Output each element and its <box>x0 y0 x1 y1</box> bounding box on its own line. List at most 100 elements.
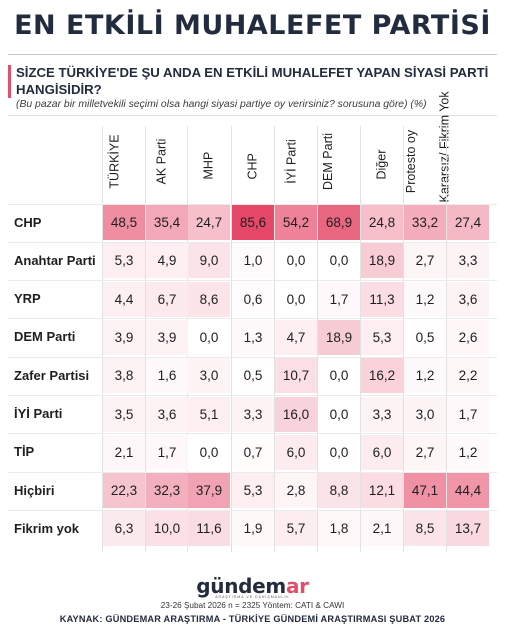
heatmap-cell: 44,4 <box>447 473 489 509</box>
heatmap-cell: 37,9 <box>188 473 230 509</box>
chart-title: EN ETKİLİ MUHALEFET PARTİSİ <box>14 10 491 41</box>
heatmap-cell: 6,0 <box>275 434 317 470</box>
logo-accent-text: ar <box>285 574 309 598</box>
grid-line-vertical <box>446 126 447 552</box>
heatmap-cell: 0,0 <box>318 243 360 279</box>
heatmap-cell: 0,0 <box>275 243 317 279</box>
column-header: AK Parti <box>149 120 185 202</box>
heatmap-cell: 2,1 <box>103 434 145 470</box>
grid-line-horizontal <box>8 203 497 205</box>
heatmap-cell: 1,2 <box>447 434 489 470</box>
grid-line-vertical <box>274 126 275 552</box>
column-header: DEM Parti <box>321 120 357 202</box>
heatmap-cell: 6,3 <box>103 511 145 547</box>
row-label: Hiçbiri <box>14 482 55 498</box>
grid-line-vertical <box>317 126 318 552</box>
column-header-label: Protesto oy <box>403 129 418 193</box>
heatmap-cell: 11,3 <box>361 281 403 317</box>
heatmap-cell: 2,6 <box>447 319 489 355</box>
heatmap-cell: 10,0 <box>146 511 188 547</box>
heatmap-cell: 5,3 <box>103 243 145 279</box>
heatmap-cell: 54,2 <box>275 205 317 240</box>
heatmap-cell: 2,8 <box>275 473 317 509</box>
column-header: Kararsız/ Fikrim Yok <box>438 91 486 202</box>
heatmap-cell: 3,0 <box>404 396 446 432</box>
heatmap-cell: 11,6 <box>188 511 230 547</box>
heatmap-cell: 0,5 <box>404 319 446 355</box>
column-header: MHP <box>191 120 227 202</box>
column-header-label: İYİ Parti <box>284 138 299 184</box>
heatmap-cell: 3,3 <box>232 396 274 432</box>
heatmap-cell: 4,9 <box>146 243 188 279</box>
row-label: DEM Parti <box>14 329 76 345</box>
heatmap-cell: 6,7 <box>146 281 188 317</box>
source-note: KAYNAK: GÜNDEMAR ARAŞTIRMA - TÜRKİYE GÜN… <box>59 614 446 624</box>
heatmap-cell: 5,1 <box>188 396 230 432</box>
heatmap-cell: 10,7 <box>275 358 317 394</box>
heatmap-cell: 0,5 <box>232 358 274 394</box>
heatmap-cell: 0,7 <box>232 434 274 470</box>
heatmap-cell: 1,9 <box>232 511 274 547</box>
column-header: CHP <box>235 120 271 202</box>
logo-tagline: ARAŞTIRMA VE DANIŞMANLIK <box>215 595 290 599</box>
heatmap-cell: 12,1 <box>361 473 403 509</box>
heatmap-cell: 0,0 <box>318 396 360 432</box>
heatmap-cell: 6,0 <box>361 434 403 470</box>
column-header-label: Kararsız/ Fikrim Yok <box>437 90 452 202</box>
heatmap-cell: 1,0 <box>232 243 274 279</box>
heatmap-cell: 1,7 <box>447 396 489 432</box>
column-header-label: DEM Parti <box>321 132 336 190</box>
column-header-label: MHP <box>201 151 216 179</box>
heatmap-cell: 4,7 <box>275 319 317 355</box>
row-label: CHP <box>14 214 42 230</box>
heatmap-cell: 48,5 <box>103 205 145 240</box>
heatmap-cell: 1,7 <box>318 281 360 317</box>
heatmap-cell: 3,9 <box>146 319 188 355</box>
column-header-label: Diğer <box>374 149 389 179</box>
survey-meta: 23-26 Şubat 2026 n = 2325 Yöntem: CATI &… <box>160 601 345 610</box>
heatmap-cell: 3,6 <box>447 281 489 317</box>
column-header: İYİ Parti <box>278 120 314 202</box>
heatmap-cell: 1,2 <box>404 281 446 317</box>
heatmap-cell: 3,5 <box>103 396 145 432</box>
heatmap-cell: 5,3 <box>361 319 403 355</box>
heatmap-cell: 3,9 <box>103 319 145 355</box>
row-label: YRP <box>14 291 41 307</box>
heatmap-cell: 4,4 <box>103 281 145 317</box>
column-header: TÜRKİYE <box>106 120 142 202</box>
question-divider <box>8 115 497 116</box>
heatmap-cell: 3,6 <box>146 396 188 432</box>
heatmap-cell: 5,3 <box>232 473 274 509</box>
row-label: Zafer Partisi <box>14 367 90 383</box>
heatmap-cell: 1,8 <box>318 511 360 547</box>
heatmap-cell: 24,8 <box>361 205 403 240</box>
column-header-label: TÜRKİYE <box>107 133 122 189</box>
grid-line-horizontal <box>8 471 497 473</box>
heatmap-cell: 18,9 <box>318 319 360 355</box>
grid-line-horizontal <box>8 433 497 435</box>
heatmap-cell: 8,6 <box>188 281 230 317</box>
heatmap-cell: 8,5 <box>404 511 446 547</box>
heatmap-cell: 24,7 <box>188 205 230 240</box>
heatmap-cell: 47,1 <box>404 473 446 509</box>
heatmap-cell: 1,2 <box>404 358 446 394</box>
heatmap-cell: 3,3 <box>447 243 489 279</box>
logo-main-text: gündem <box>196 574 286 598</box>
heatmap-cell: 3,0 <box>188 358 230 394</box>
heatmap-cell: 1,7 <box>146 434 188 470</box>
heatmap-cell: 0,0 <box>275 281 317 317</box>
heatmap-cell: 3,3 <box>361 396 403 432</box>
heatmap-cell: 13,7 <box>447 511 489 547</box>
grid-line-vertical <box>360 126 361 552</box>
heatmap-cell: 2,7 <box>404 243 446 279</box>
title-divider <box>8 54 497 55</box>
row-label: Anahtar Parti <box>14 252 96 268</box>
heatmap-cell: 1,3 <box>232 319 274 355</box>
heatmap-cell: 68,9 <box>318 205 360 240</box>
heatmap-cell: 2,7 <box>404 434 446 470</box>
heatmap-cell: 32,3 <box>146 473 188 509</box>
row-label: Fikrim yok <box>14 520 80 536</box>
heatmap-cell: 8,8 <box>318 473 360 509</box>
heatmap-cell: 3,8 <box>103 358 145 394</box>
heatmap-cell: 0,0 <box>318 358 360 394</box>
